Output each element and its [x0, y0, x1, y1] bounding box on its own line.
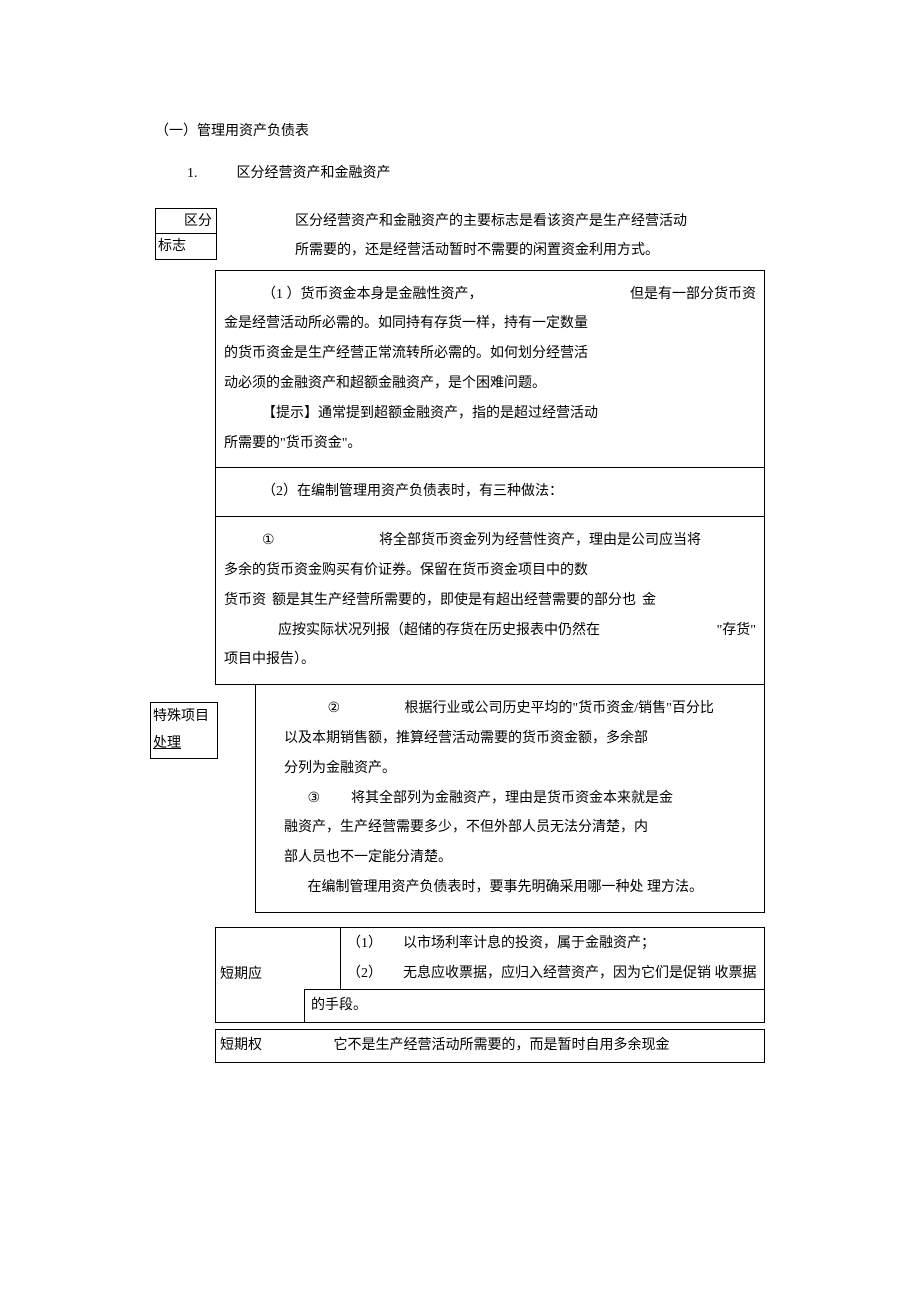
short-term-receivable-content: （1） 以市场利率计息的投资，属于金融资产； （2） 无息应收票据，应归入经营资…	[294, 928, 764, 1022]
distinguish-text-line2: 所需要的，还是经营活动暂时不需要的闲置资金利用方式。	[295, 239, 765, 263]
distinguish-label-box: 区分 标志	[155, 208, 217, 260]
document-page: （一）管理用资产负债表 1. 区分经营资产和金融资产 区分 标志 区分经营资产和…	[0, 0, 920, 1129]
block3-line2: 多余的货币资金购买有价证券。保留在货币资金项目中的数	[224, 559, 756, 583]
block3-line3-mid: 额是其生产经营所需要的，即使是有超出经营需要的部分也	[272, 589, 636, 613]
distinguish-label-line1: 区分	[156, 209, 216, 233]
block3-line4: 应按实际状况列报（超储的存货在历史报表中仍然在 "存货"	[224, 619, 756, 643]
right-column: （1 ）货币资金本身是金融性资产， 但是有一部分货币资 金是经营活动所必需的。如…	[215, 270, 765, 1063]
special-items-label-line2: 处理	[151, 730, 217, 758]
short-term-equity-box: 短期权 它不是生产经营活动所需要的，而是暂时自用多余现金	[215, 1029, 765, 1063]
special-items-label-box: 特殊项目 处理	[150, 702, 218, 760]
block3-line5: 项目中报告）。	[224, 648, 756, 672]
block3-line3-left: 货币资	[224, 589, 266, 613]
block-3: ① 将全部货币资金列为经营性资产，理由是公司应当将 多余的货币资金购买有价证券。…	[215, 517, 765, 685]
block-1: （1 ）货币资金本身是金融性资产， 但是有一部分货币资 金是经营活动所必需的。如…	[215, 270, 765, 469]
block4-line2: 以及本期销售额，推算经营活动需要的货币资金额，多余部	[264, 727, 756, 751]
block2-line1: （2）在编制管理用资产负债表时，有三种做法：	[224, 480, 756, 504]
circled-num-3: ③	[308, 787, 348, 811]
block3-line4-left: 应按实际状况列报（超储的存货在历史报表中仍然在	[278, 619, 600, 643]
block4-line6: 部人员也不一定能分清楚。	[264, 846, 756, 870]
block1-line2: 金是经营活动所必需的。如同持有存货一样，持有一定数量	[224, 312, 756, 336]
block1-line1: （1 ）货币资金本身是金融性资产， 但是有一部分货币资	[224, 283, 756, 307]
item2-text: 无息应收票据，应归入经营资产，因为它们是促销 收票据	[403, 966, 757, 981]
item1-num: （1）	[347, 936, 382, 951]
block1-line6: 所需要的"货币资金"。	[224, 432, 756, 456]
block1-line4: 动必须的金融资产和超额金融资产，是个困难问题。	[224, 372, 756, 396]
short-term-equity-label: 短期权	[216, 1030, 294, 1062]
subsection-number: 1.	[187, 166, 198, 181]
block1-line1-right: 但是有一部分货币资	[630, 283, 756, 307]
block4-line4: ③ 将其全部列为金融资产，理由是货币资金本来就是金	[264, 787, 756, 811]
block1-line1-left: （1 ）货币资金本身是金融性资产，	[262, 283, 483, 307]
main-content-wrap: 特殊项目 处理 （1 ）货币资金本身是金融性资产， 但是有一部分货币资 金是经营…	[155, 270, 765, 1063]
short-term-equity-content: 它不是生产经营活动所需要的，而是暂时自用多余现金	[334, 1038, 670, 1053]
block3-line4-right: "存货"	[717, 619, 756, 643]
distinguish-row: 区分 标志 区分经营资产和金融资产的主要标志是看该资产是生产经营活动 所需要的，…	[155, 208, 765, 266]
block4-line5: 融资产，生产经营需要多少，不但外部人员无法分清楚，内	[264, 816, 756, 840]
block-4: ② 根据行业或公司历史平均的"货币资金/销售"百分比 以及本期销售额，推算经营活…	[255, 685, 765, 913]
block4-line1: ② 根据行业或公司历史平均的"货币资金/销售"百分比	[264, 697, 756, 721]
short-term-receivable-item3: 的手段。	[304, 989, 764, 1022]
block4-line4-text: 将其全部列为金融资产，理由是货币资金本来就是金	[351, 791, 673, 806]
short-term-receivable-item1: （1） 以市场利率计息的投资，属于金融资产； （2） 无息应收票据，应归入经营资…	[340, 928, 764, 990]
block4-line3: 分列为金融资产。	[264, 757, 756, 781]
subsection-heading: 1. 区分经营资产和金融资产	[187, 162, 765, 186]
short-term-equity-text: 它不是生产经营活动所需要的，而是暂时自用多余现金	[294, 1030, 764, 1062]
block4-line1-text: 根据行业或公司历史平均的"货币资金/销售"百分比	[405, 701, 714, 716]
block4-line7-text: 在编制管理用资产负债表时，要事先明确采用哪一种处 理方法。	[308, 880, 704, 895]
block3-line1: ① 将全部货币资金列为经营性资产，理由是公司应当将	[224, 529, 756, 553]
distinguish-label-line2: 标志	[156, 233, 216, 260]
distinguish-text-line1: 区分经营资产和金融资产的主要标志是看该资产是生产经营活动	[295, 210, 765, 234]
section-heading: （一）管理用资产负债表	[155, 120, 765, 144]
block3-line3: 货币资 额是其生产经营所需要的，即使是有超出经营需要的部分也 金	[224, 589, 756, 613]
block1-tip: 【提示】通常提到超额金融资产，指的是超过经营活动	[224, 402, 756, 426]
block4-line7: 在编制管理用资产负债表时，要事先明确采用哪一种处 理方法。	[264, 876, 756, 900]
short-term-receivable-label: 短期应	[216, 928, 294, 1022]
item1-text: 以市场利率计息的投资，属于金融资产；	[403, 936, 655, 951]
block1-line3: 的货币资金是生产经营正常流转所必需的。如何划分经营活	[224, 342, 756, 366]
block3-line1-text: 将全部货币资金列为经营性资产，理由是公司应当将	[379, 533, 701, 548]
circled-num-1: ①	[262, 529, 302, 553]
distinguish-text: 区分经营资产和金融资产的主要标志是看该资产是生产经营活动 所需要的，还是经营活动…	[295, 210, 765, 270]
subsection-title: 区分经营资产和金融资产	[237, 166, 391, 181]
circled-num-2: ②	[328, 697, 368, 721]
block-2: （2）在编制管理用资产负债表时，有三种做法：	[215, 468, 765, 517]
block3-line3-right: 金	[642, 589, 656, 613]
short-term-receivable-box: 短期应 （1） 以市场利率计息的投资，属于金融资产； （2） 无息应收票据，应归…	[215, 927, 765, 1023]
item2-num: （2）	[347, 966, 382, 981]
special-items-label-line1: 特殊项目	[151, 703, 217, 731]
